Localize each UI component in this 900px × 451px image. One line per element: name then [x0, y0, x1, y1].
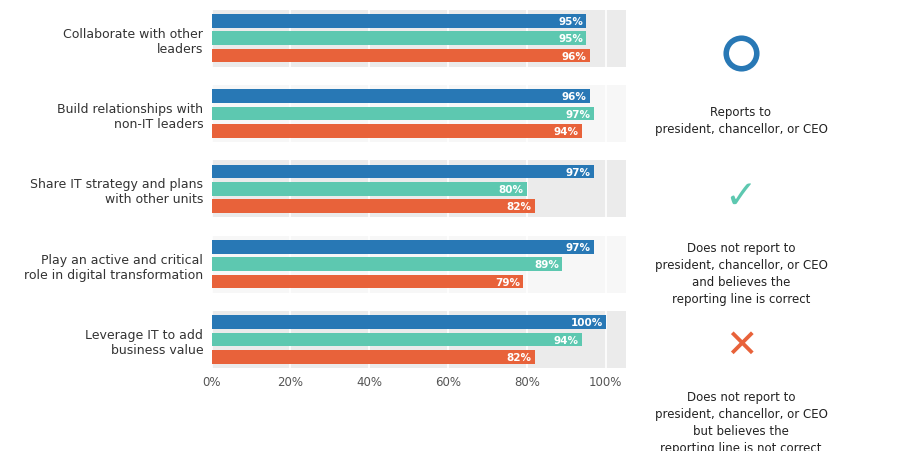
Text: 95%: 95% — [558, 34, 583, 44]
Bar — [212, 90, 590, 104]
Bar — [212, 275, 523, 289]
Bar — [212, 236, 626, 293]
Text: 82%: 82% — [507, 352, 532, 362]
Text: 89%: 89% — [535, 260, 559, 270]
Bar — [212, 333, 582, 346]
Text: 96%: 96% — [562, 51, 587, 61]
Text: 82%: 82% — [507, 202, 532, 212]
Bar — [212, 316, 606, 329]
Bar — [212, 200, 535, 213]
Text: 97%: 97% — [566, 109, 590, 119]
Bar — [212, 15, 586, 28]
Bar — [212, 125, 582, 138]
Bar — [212, 166, 594, 179]
Text: 97%: 97% — [566, 167, 590, 177]
Text: 94%: 94% — [554, 127, 579, 137]
Bar — [212, 50, 590, 63]
Text: Does not report to
president, chancellor, or CEO
but believes the
reporting line: Does not report to president, chancellor… — [654, 390, 827, 451]
Bar — [212, 107, 594, 121]
Text: 97%: 97% — [566, 242, 590, 252]
Text: ✓: ✓ — [724, 177, 757, 215]
Bar — [212, 350, 535, 364]
Bar — [212, 86, 626, 143]
Bar — [212, 311, 626, 368]
Text: 100%: 100% — [571, 318, 603, 327]
Text: 95%: 95% — [558, 17, 583, 27]
Text: ✕: ✕ — [724, 326, 757, 364]
Text: 79%: 79% — [495, 277, 520, 287]
Text: 96%: 96% — [562, 92, 587, 102]
Bar — [212, 258, 562, 272]
Bar — [212, 10, 626, 68]
Bar — [212, 32, 586, 46]
Bar — [212, 161, 626, 218]
Text: 94%: 94% — [554, 335, 579, 345]
Bar — [212, 183, 526, 196]
Text: Reports to
president, chancellor, or CEO: Reports to president, chancellor, or CEO — [654, 106, 827, 136]
Text: Does not report to
president, chancellor, or CEO
and believes the
reporting line: Does not report to president, chancellor… — [654, 241, 827, 305]
Text: 80%: 80% — [499, 184, 524, 194]
Bar — [212, 240, 594, 254]
